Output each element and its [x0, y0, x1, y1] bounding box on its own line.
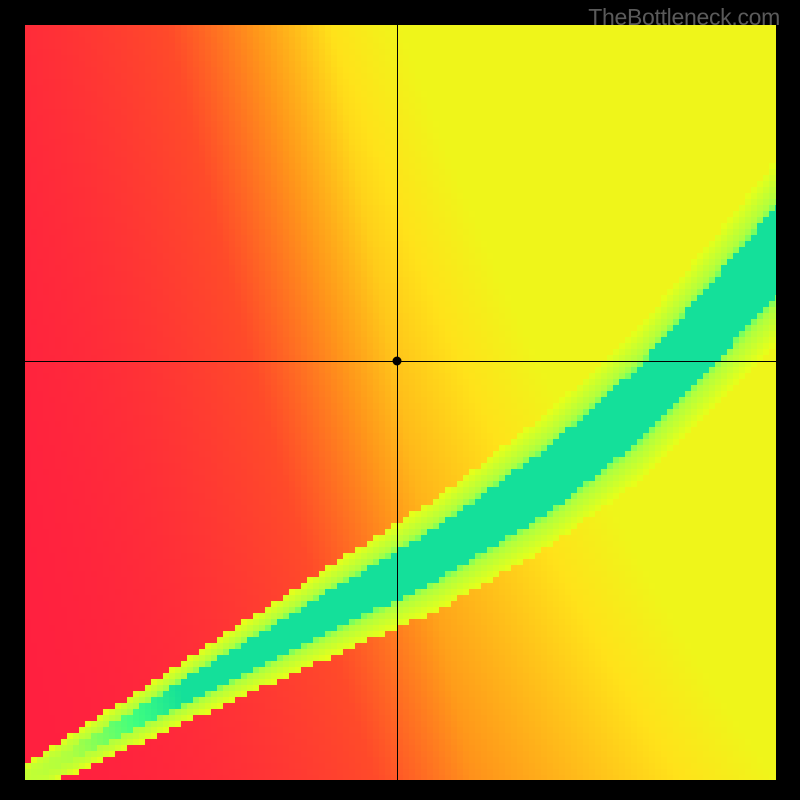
crosshair-vertical	[397, 25, 398, 780]
heatmap-canvas	[25, 25, 776, 780]
heatmap-plot	[25, 25, 776, 780]
crosshair-marker	[392, 356, 401, 365]
chart-frame: TheBottleneck.com	[0, 0, 800, 800]
watermark-label: TheBottleneck.com	[588, 4, 780, 31]
